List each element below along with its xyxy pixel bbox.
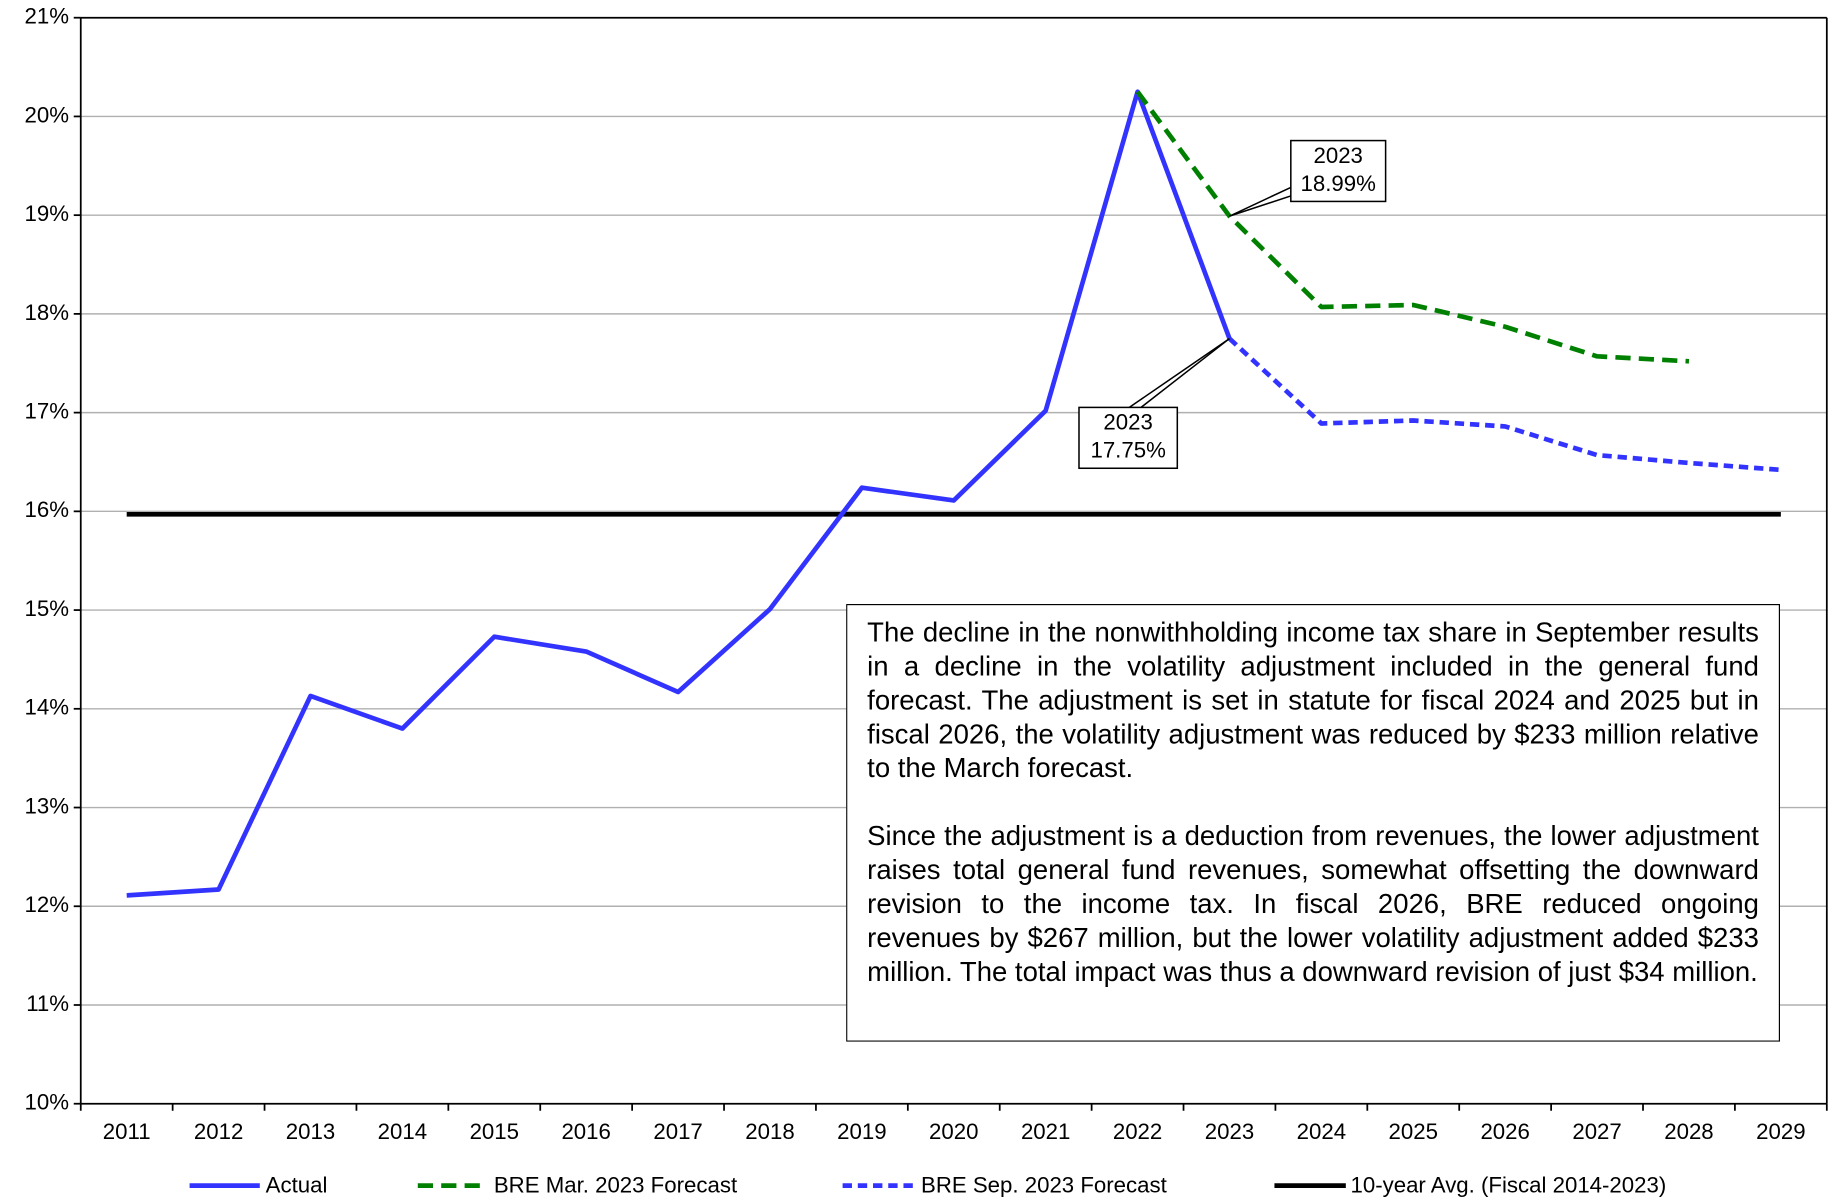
x-tick-label: 2026 bbox=[1480, 1119, 1529, 1144]
y-tick-label: 14% bbox=[25, 695, 69, 720]
y-tick-label: 18% bbox=[25, 300, 69, 325]
y-tick-label: 20% bbox=[25, 102, 69, 127]
annotation-text: 17.75% bbox=[1090, 438, 1165, 463]
x-tick-label: 2025 bbox=[1389, 1119, 1438, 1144]
note: The decline in the nonwithholding income… bbox=[867, 616, 1759, 989]
y-tick-label: 16% bbox=[25, 497, 69, 522]
x-tick-label: 2024 bbox=[1297, 1119, 1346, 1144]
annotation-box bbox=[1078, 406, 1179, 470]
x-tick-label: 2011 bbox=[103, 1119, 151, 1144]
x-tick-label: 2012 bbox=[194, 1119, 243, 1144]
legend-label: 10-year Avg. (Fiscal 2014-2023) bbox=[1351, 1173, 1667, 1198]
x-tick-label: 2013 bbox=[286, 1119, 335, 1144]
note-frame: The decline in the nonwithholding income… bbox=[846, 604, 1780, 1042]
legend-label: BRE Sep. 2023 Forecast bbox=[921, 1173, 1168, 1198]
legend-label: Actual bbox=[266, 1173, 328, 1198]
series-line bbox=[1227, 336, 1782, 473]
legend-label: BRE Mar. 2023 Forecast bbox=[494, 1173, 738, 1198]
note-paragraph: The decline in the nonwithholding income… bbox=[867, 616, 1759, 784]
x-tick-label: 2027 bbox=[1572, 1119, 1621, 1144]
annotation-text: 2023 bbox=[1313, 143, 1362, 168]
x-tick-label: 2029 bbox=[1756, 1119, 1805, 1144]
annotation-text: 2023 bbox=[1103, 410, 1152, 435]
x-tick-label: 2019 bbox=[837, 1119, 886, 1144]
y-tick-label: 17% bbox=[25, 398, 69, 423]
y-tick-label: 10% bbox=[25, 1090, 69, 1115]
y-tick-label: 13% bbox=[25, 793, 69, 818]
y-tick-label: 11% bbox=[26, 991, 69, 1016]
annotation-text: 18.99% bbox=[1301, 171, 1376, 196]
note-paragraph: Since the adjustment is a deduction from… bbox=[867, 820, 1759, 987]
y-tick-label: 19% bbox=[25, 201, 69, 226]
x-tick-label: 2018 bbox=[745, 1119, 794, 1144]
x-tick-label: 2021 bbox=[1021, 1119, 1070, 1144]
y-tick-label: 12% bbox=[25, 892, 69, 917]
x-tick-label: 2016 bbox=[561, 1119, 610, 1144]
x-tick-label: 2015 bbox=[470, 1119, 519, 1144]
y-tick-label: 21% bbox=[25, 4, 69, 29]
x-tick-label: 2023 bbox=[1205, 1119, 1254, 1144]
x-tick-label: 2028 bbox=[1664, 1119, 1713, 1144]
annotation-leader bbox=[1229, 186, 1292, 217]
annotation-leader bbox=[1140, 337, 1230, 409]
annotation-box bbox=[1290, 139, 1387, 203]
series-line bbox=[126, 89, 1232, 898]
x-tick-label: 2017 bbox=[653, 1119, 702, 1144]
x-tick-label: 2022 bbox=[1113, 1119, 1162, 1144]
x-tick-label: 2014 bbox=[378, 1119, 427, 1144]
note-box: The decline in the nonwithholding income… bbox=[846, 604, 1780, 1042]
series-line bbox=[1135, 90, 1690, 364]
y-tick-label: 15% bbox=[25, 596, 69, 621]
x-tick-label: 2020 bbox=[929, 1119, 978, 1144]
annotation-leader bbox=[1128, 337, 1230, 409]
